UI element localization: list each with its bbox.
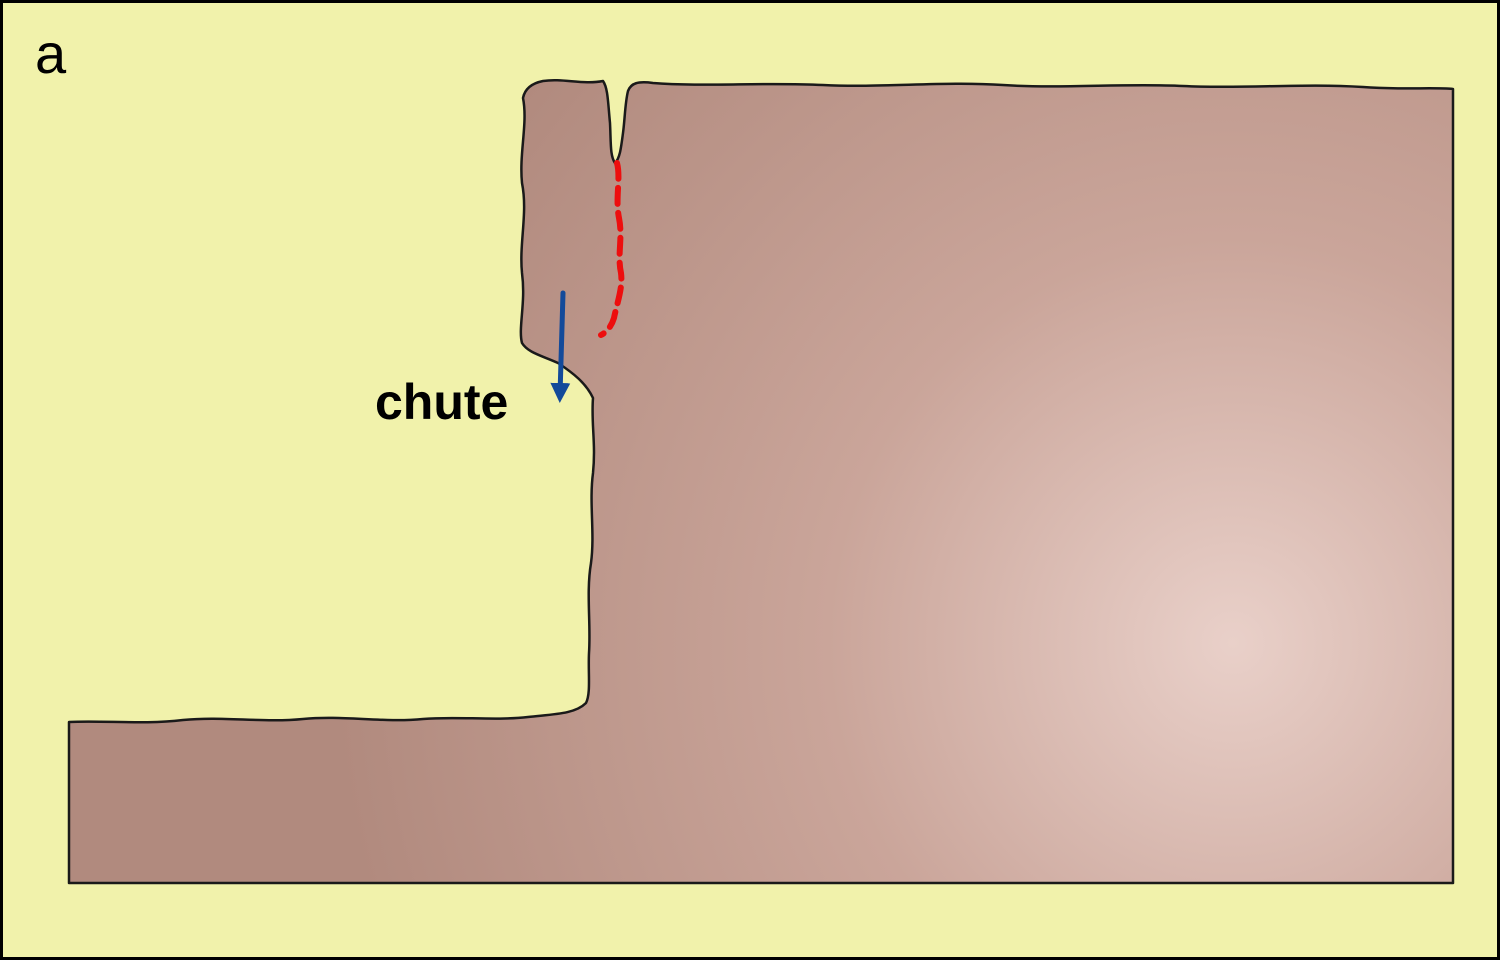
fall-arrow: [560, 293, 563, 395]
diagram-svg: [3, 3, 1500, 960]
panel-label: a: [35, 21, 66, 86]
rock-mass: [69, 80, 1453, 883]
annotation-chute: chute: [375, 373, 508, 431]
figure-frame: a chute: [0, 0, 1500, 960]
